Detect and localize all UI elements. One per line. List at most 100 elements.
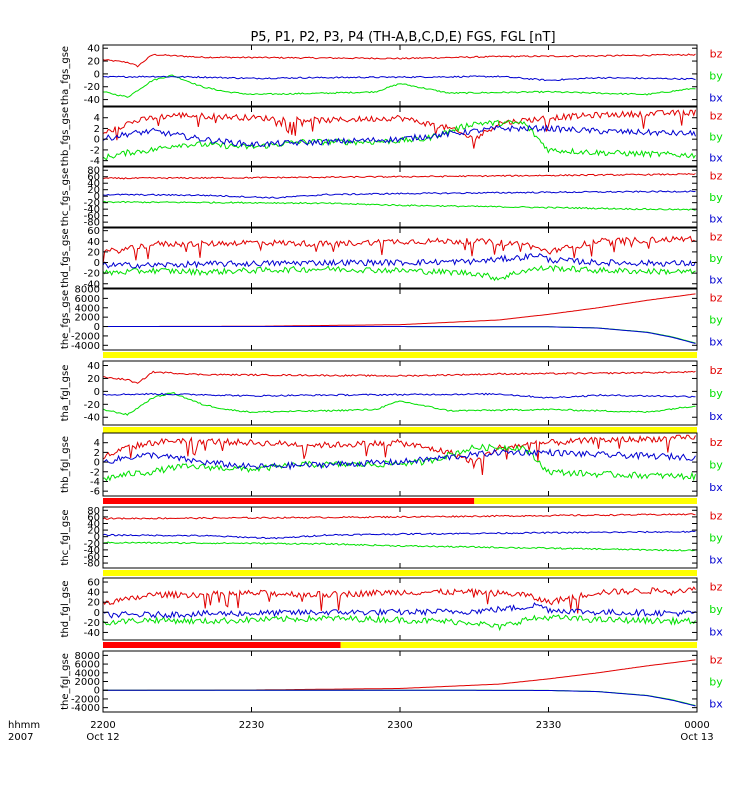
y-tick-label: 0	[94, 192, 100, 203]
series-line-by	[103, 74, 696, 98]
y-tick-label: 0	[94, 69, 100, 80]
status-bar-yellow	[103, 570, 697, 576]
y-tick-label: -20	[84, 618, 100, 629]
legend-entry-by: by	[709, 532, 723, 545]
legend-entry-by: by	[709, 387, 723, 400]
y-axis-label: thb_fgl_gse	[60, 436, 71, 493]
legend-entry-bz: bz	[710, 510, 723, 523]
y-tick-label: 80	[87, 506, 100, 517]
x-tick-date-label: Oct 12	[86, 732, 119, 743]
y-tick-label: -2000	[71, 694, 100, 705]
series-line-bz	[102, 513, 696, 520]
series-line-bz	[103, 659, 696, 691]
y-axis-label: thd_fgs_gse	[60, 228, 71, 287]
y-tick-label: -6	[90, 487, 100, 498]
legend-entry-bz: bz	[710, 581, 723, 594]
panel-thb-fgl-gse: 420-2-4-6 thb_fgl_gse bz by bx	[60, 432, 723, 504]
y-tick-label: 40	[87, 588, 100, 599]
y-tick-label: 40	[87, 361, 100, 372]
y-axis-label: thc_fgl_gse	[60, 509, 71, 565]
legend-entry-by: by	[709, 191, 723, 204]
y-tick-label: -20	[84, 539, 100, 550]
x-tick-label: 2230	[239, 720, 264, 731]
y-tick-label: -80	[84, 559, 100, 570]
x-tick-label: 2200	[90, 720, 115, 731]
legend-entry-by: by	[709, 459, 723, 472]
y-tick-label: 6000	[75, 660, 100, 671]
y-tick-label: 60	[87, 578, 100, 589]
y-tick-label: -4000	[71, 341, 100, 352]
legend-entry-bz: bz	[710, 109, 723, 122]
y-tick-label: 20	[87, 374, 100, 385]
series-line-bz	[102, 109, 696, 149]
series-line-bx	[103, 689, 696, 707]
legend-entry-bz: bz	[710, 436, 723, 449]
y-tick-label: 40	[87, 237, 100, 248]
y-tick-label: 4	[94, 438, 100, 449]
series-line-bz	[102, 370, 696, 384]
series-line-bx	[102, 75, 696, 82]
series-line-bz	[102, 586, 696, 614]
panel-frame	[102, 44, 698, 107]
y-tick-label: -2	[90, 145, 100, 156]
legend-entry-by: by	[709, 131, 723, 144]
status-bar-red	[103, 642, 341, 648]
y-tick-label: 4	[94, 113, 100, 124]
y-tick-label: 60	[87, 172, 100, 183]
series-line-bx	[102, 392, 696, 399]
legend-entry-bz: bz	[710, 230, 723, 243]
series-line-by	[102, 392, 696, 416]
y-axis-label: tha_fgs_gse	[60, 46, 71, 105]
status-bar-yellow	[474, 498, 697, 504]
y-tick-label: -20	[84, 400, 100, 411]
y-tick-label: 0	[94, 258, 100, 269]
y-tick-label: 0	[94, 686, 100, 697]
panel-frame	[102, 650, 698, 713]
series-line-by	[102, 614, 696, 632]
legend-entry-bz: bz	[710, 654, 723, 667]
y-tick-label: 80	[87, 166, 100, 177]
x-tick-label: 0000	[684, 720, 709, 731]
series-line-bz	[102, 53, 696, 68]
legend-entry-by: by	[709, 70, 723, 83]
legend-entry-bx: bx	[709, 274, 723, 287]
x-tick-date-label: Oct 13	[680, 732, 713, 743]
panel-thb-fgs-gse: 420-2-4 thb_fgs_gse bz by bx	[60, 106, 723, 167]
y-tick-label: 2	[94, 448, 100, 459]
y-tick-label: 2000	[75, 677, 100, 688]
series-line-bx	[102, 530, 696, 540]
y-tick-label: -40	[84, 413, 100, 424]
y-tick-label: 0	[94, 135, 100, 146]
legend-entry-bx: bx	[709, 213, 723, 226]
y-tick-label: 8000	[75, 285, 100, 296]
y-tick-label: 0	[94, 322, 100, 333]
y-tick-label: -60	[84, 552, 100, 563]
series-line-bx	[103, 326, 696, 344]
y-axis-label: thd_fgl_gse	[60, 581, 71, 638]
series-line-by	[102, 541, 696, 552]
y-tick-label: -4	[90, 477, 100, 488]
y-tick-label: 60	[87, 226, 100, 237]
series-line-bx	[102, 448, 696, 471]
y-tick-label: 6000	[75, 294, 100, 305]
y-axis-label: the_fgs_gse	[60, 290, 71, 349]
legend-entry-bx: bx	[709, 481, 723, 494]
y-tick-label: 4000	[75, 668, 100, 679]
y-tick-label: 0	[94, 458, 100, 469]
y-tick-label: -2	[90, 467, 100, 478]
y-tick-label: 0	[94, 387, 100, 398]
y-tick-label: -40	[84, 279, 100, 290]
series-line-bz	[102, 434, 696, 476]
y-tick-label: 0	[94, 532, 100, 543]
y-axis-label: thb_fgs_gse	[60, 107, 71, 166]
legend-entry-by: by	[709, 314, 723, 327]
y-tick-label: -40	[84, 628, 100, 639]
